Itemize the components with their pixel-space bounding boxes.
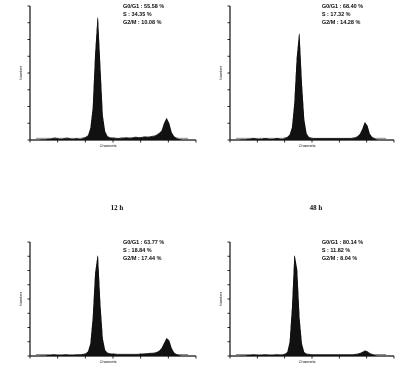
annotation-s-phase: S : 17.32 % [322,12,351,18]
x-axis-label: Channels [299,143,316,148]
chart-title: 12 h [111,204,124,212]
histogram-panel-12h: 12 h Number Channels G0/G1 : 63.77 % S : 18.… [0,190,200,372]
annotation-g2m: G2/M : 8.04 % [322,256,358,262]
annotation-g0g1: G0/G1 : 55.58 % [123,4,164,10]
y-axis-label: Number [18,291,23,306]
annotation-g2m: G2/M : 10.08 % [123,20,162,26]
model-fit-line [36,17,188,139]
model-fit-line [236,255,386,355]
histogram-panel-48h: 48 h Number Channels G0/G1 : 80.14 % S : 11.… [200,190,398,372]
y-axis-label: Number [18,65,23,80]
histogram-svg: Number Channels G0/G1 : 68.40 % S : 17.32 %… [218,4,395,148]
chart-title: 48 h [310,204,323,212]
x-axis-label: Channels [100,143,117,148]
histogram-panel-2: Number Channels G0/G1 : 68.40 % S : 17.32 %… [200,0,398,160]
histogram-panel-1: Number Channels G0/G1 : 55.58 % S : 34.35 %… [0,0,200,160]
histogram-svg: 12 h Number Channels G0/G1 : 63.77 % S : 18.… [18,204,197,364]
histogram-svg: Number Channels G0/G1 : 55.58 % S : 34.35 %… [18,4,197,148]
x-axis-label: Channels [100,359,117,364]
annotation-g0g1: G0/G1 : 80.14 % [322,240,363,246]
annotation-g0g1: G0/G1 : 68.40 % [322,4,363,10]
annotation-s-phase: S : 18.84 % [123,248,152,254]
annotation-s-phase: S : 34.35 % [123,12,152,18]
histogram-svg: 48 h Number Channels G0/G1 : 80.14 % S : 11.… [218,204,395,364]
histogram-area [36,18,188,141]
model-fit-line [36,255,188,355]
annotation-g2m: G2/M : 17.44 % [123,256,162,262]
x-axis-label: Channels [299,359,316,364]
annotation-s-phase: S : 11.82 % [322,248,351,254]
histogram-area [236,256,386,357]
y-axis-label: Number [218,65,223,80]
y-axis-label: Number [218,291,223,306]
histogram-area [236,34,386,141]
annotation-g0g1: G0/G1 : 63.77 % [123,240,164,246]
model-fit-line [236,33,386,139]
annotation-g2m: G2/M : 14.28 % [322,20,361,26]
